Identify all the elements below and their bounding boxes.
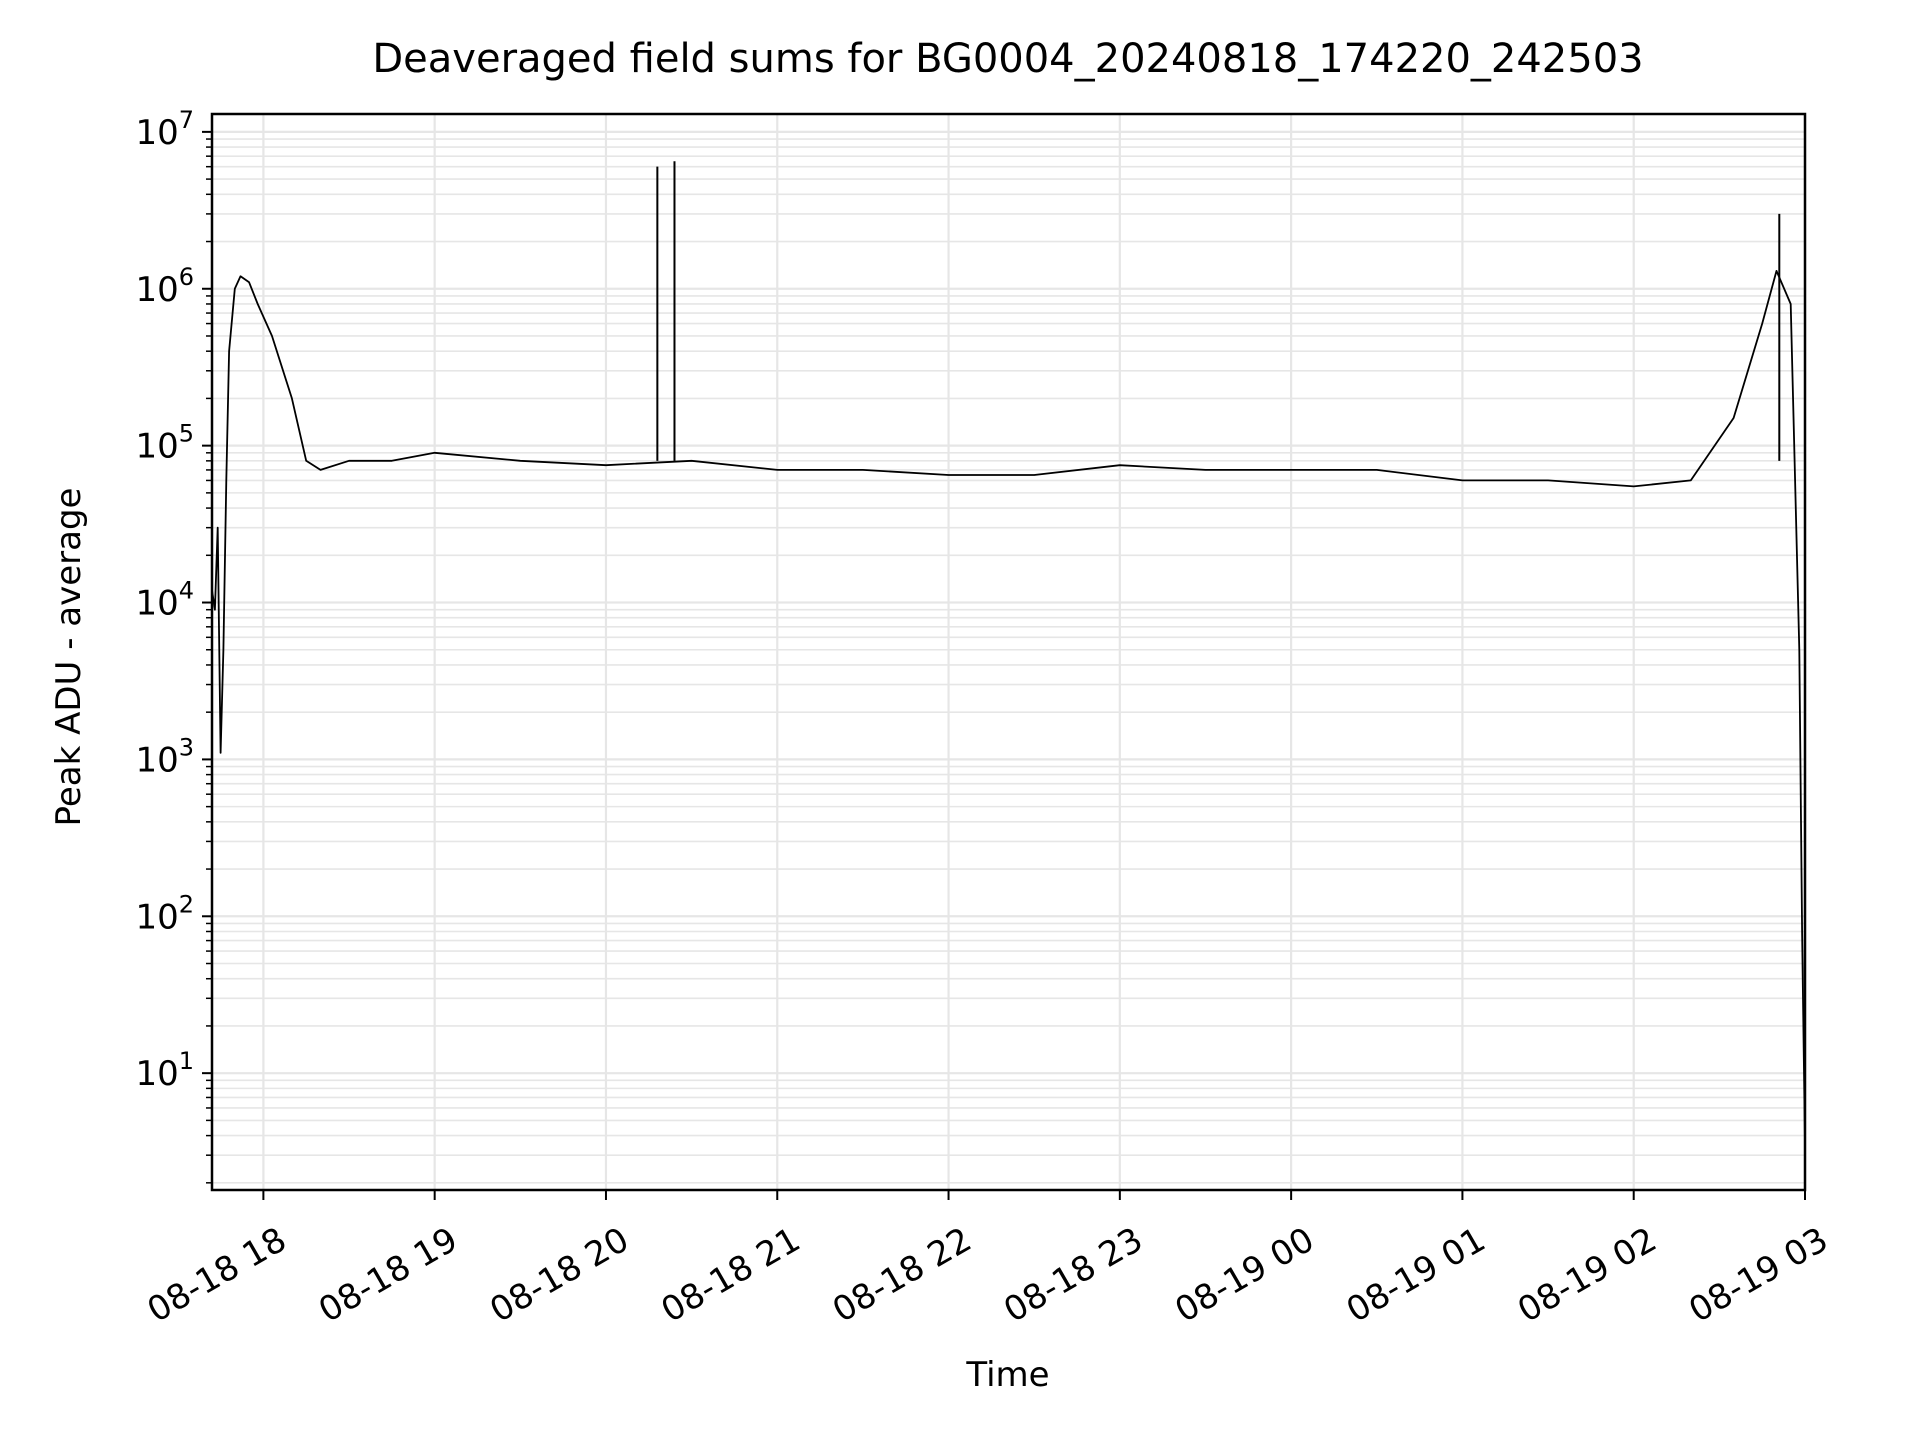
series-line — [211, 269, 1806, 1145]
grid-layer — [212, 114, 1807, 1190]
x-axis-label: Time — [965, 1355, 1049, 1395]
plot-area-frame — [210, 112, 1807, 1192]
chart-title: Deaveraged field sums for BG0004_2024081… — [372, 36, 1643, 82]
data-layer — [211, 161, 1806, 1145]
y-axis-label: Peak ADU - average — [49, 488, 89, 827]
